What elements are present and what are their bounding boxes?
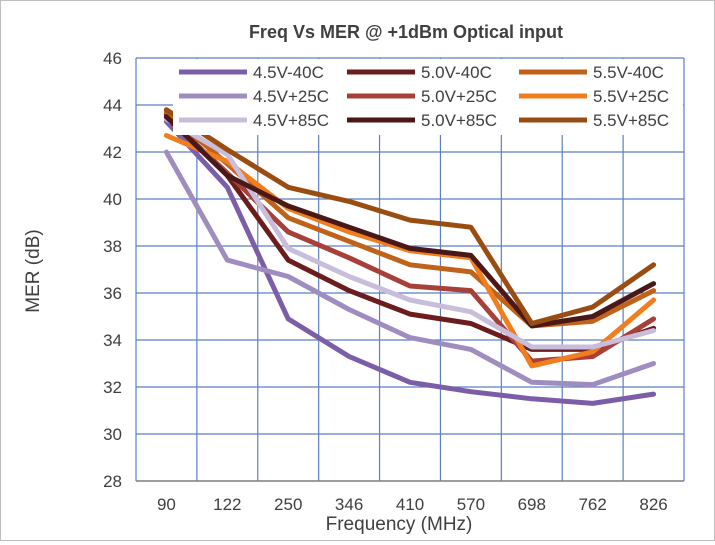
y-tick-label: 28	[103, 472, 122, 491]
series-line-4-5v-40c	[163, 119, 657, 406]
legend-label: 4.5V+25C	[253, 87, 329, 106]
y-tick-label: 38	[103, 237, 122, 256]
x-tick-label: 410	[396, 495, 424, 514]
x-tick-label: 698	[518, 495, 546, 514]
x-tick-label: 570	[457, 495, 485, 514]
legend-label: 5.0V+25C	[421, 87, 497, 106]
y-tick-label: 42	[103, 143, 122, 162]
legend-background	[173, 59, 683, 135]
legend-label: 5.0V+85C	[421, 111, 497, 130]
legend-label: 5.5V+25C	[593, 87, 669, 106]
y-tick-label: 34	[103, 331, 122, 350]
y-axis-title: MER (dB)	[23, 229, 44, 312]
x-tick-label: 122	[213, 495, 241, 514]
y-tick-label: 36	[103, 284, 122, 303]
legend-label: 4.5V-40C	[253, 63, 324, 82]
legend-label: 4.5V+85C	[253, 111, 329, 130]
y-tick-label: 46	[103, 49, 122, 68]
series-line-4-5v-25c	[163, 149, 657, 388]
series-line-5-0v-85c	[163, 114, 657, 329]
x-tick-label: 762	[578, 495, 606, 514]
legend-label: 5.5V+85C	[593, 111, 669, 130]
chart-title: Freq Vs MER @ +1dBm Optical input	[249, 22, 563, 42]
x-tick-label: 826	[639, 495, 667, 514]
legend-label: 5.5V-40C	[593, 63, 664, 82]
legend: 4.5V-40C 5.0V-40C 5.5V-40C 4.5V+25C 5.0V+25C…	[173, 59, 683, 135]
series-line-5-0v-40c	[163, 111, 657, 352]
x-tick-label: 346	[335, 495, 363, 514]
y-tick-label: 30	[103, 425, 122, 444]
y-tick-label: 32	[103, 378, 122, 397]
y-tick-label: 40	[103, 190, 122, 209]
x-axis-title: Frequency (MHz)	[326, 514, 473, 535]
x-tick-label: 250	[274, 495, 302, 514]
series-line-5-5v-85c	[163, 107, 657, 326]
legend-label: 5.0V-40C	[421, 63, 492, 82]
series-lines	[163, 107, 657, 406]
x-tick-label: 90	[157, 495, 176, 514]
axis-ticks: 28 30 32 34 36 38 40 42 44 46 90 122 250 346 410 570 698…	[103, 49, 668, 514]
y-tick-label: 44	[103, 96, 122, 115]
